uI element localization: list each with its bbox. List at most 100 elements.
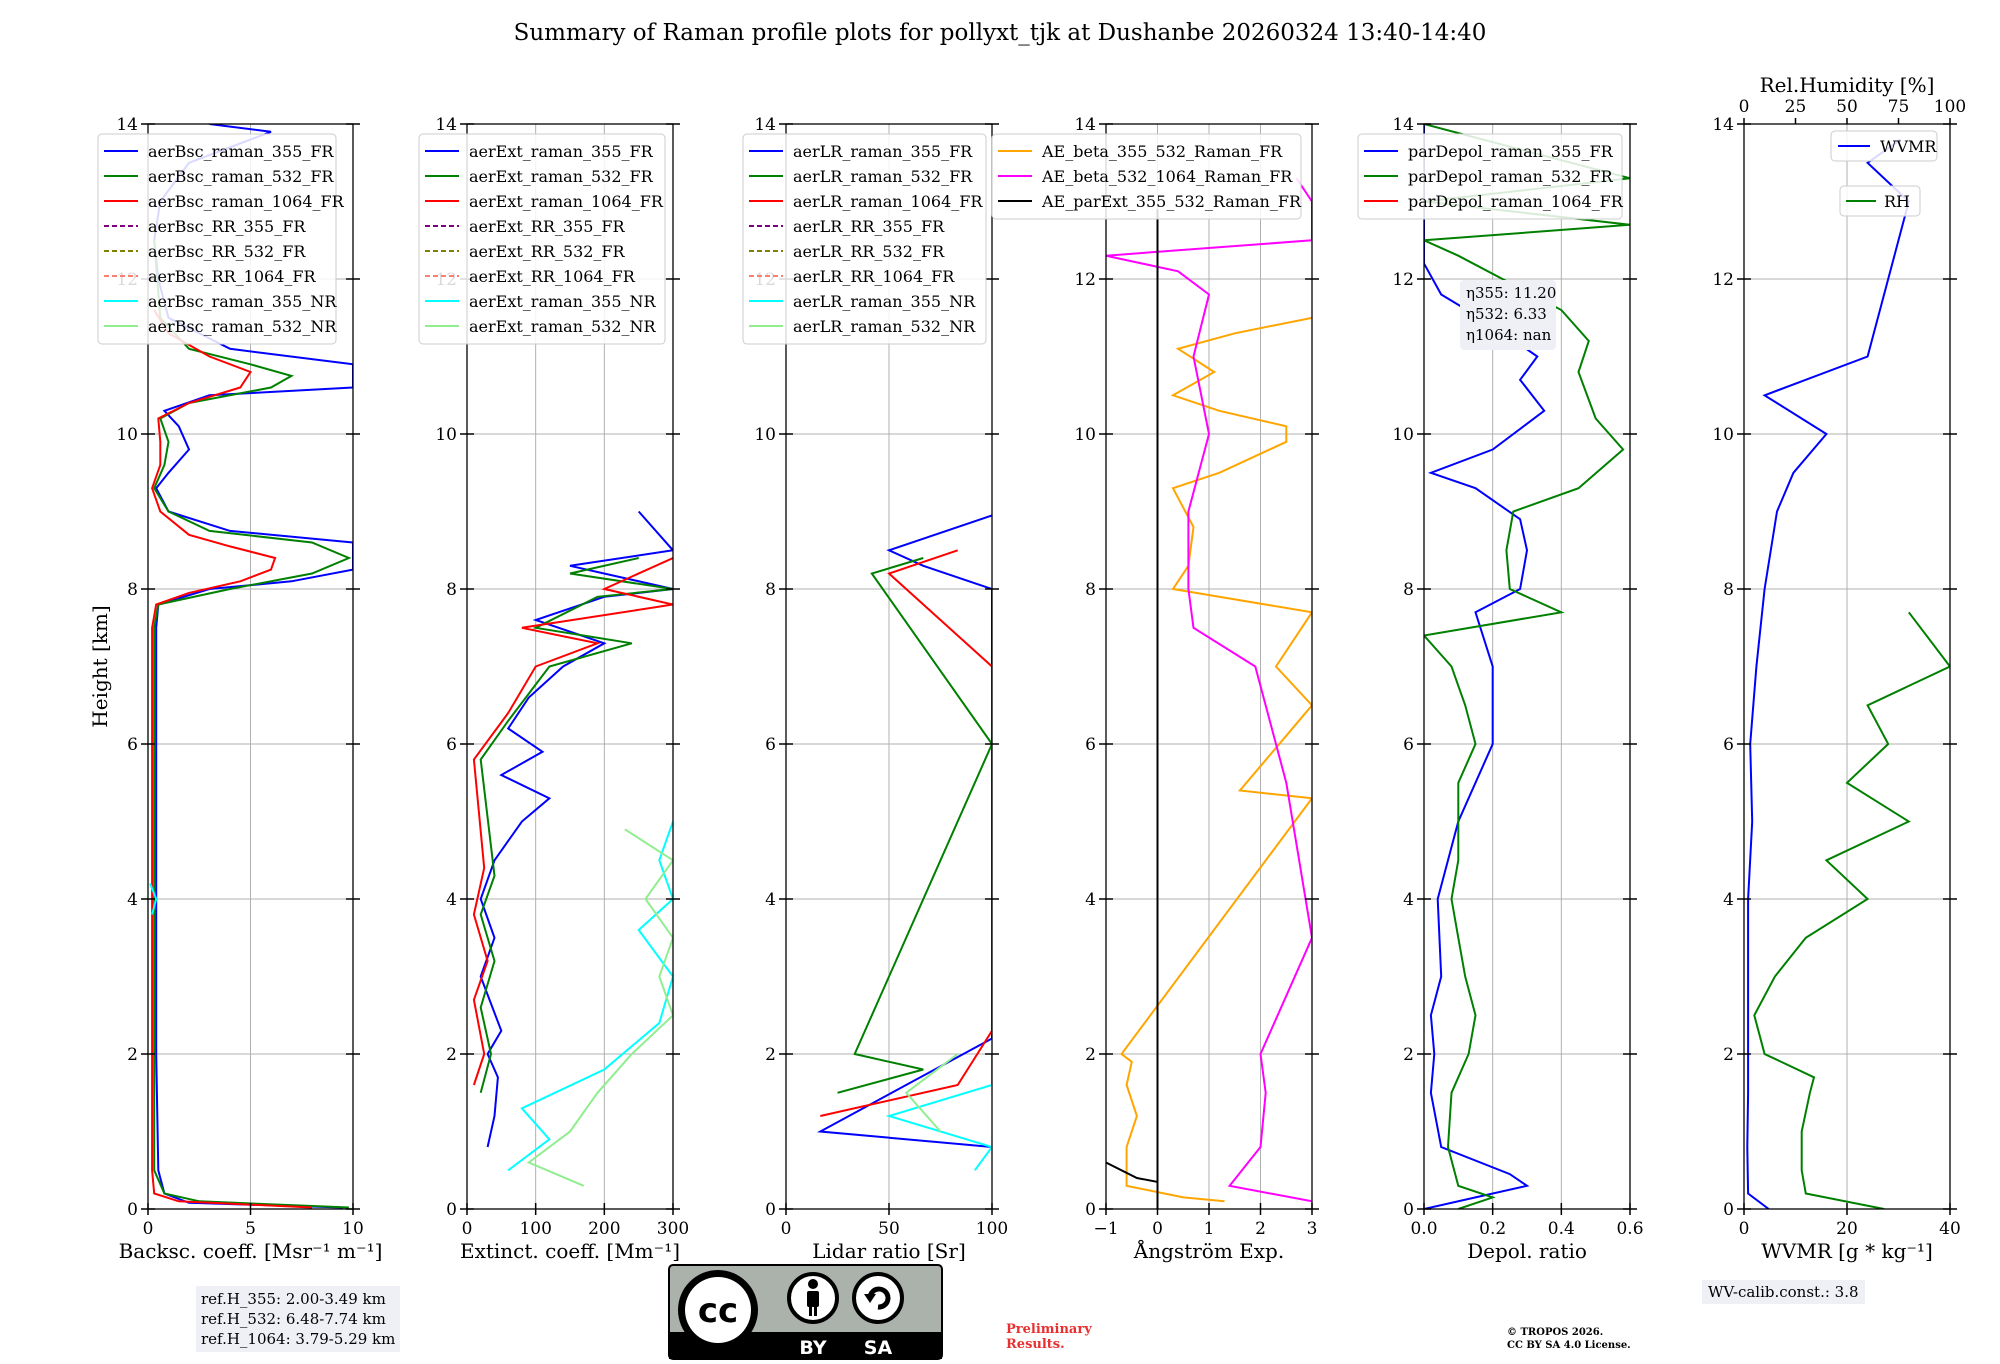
- series-RH: [1753, 611, 1950, 1209]
- legend-label: parDepol_raman_1064_FR: [1408, 192, 1624, 211]
- y-tick-label: 2: [1403, 1045, 1414, 1065]
- legend-label: aerBsc_raman_355_NR: [148, 292, 337, 311]
- x-tick-label: 200: [588, 1219, 620, 1239]
- y-tick-label: 0: [1403, 1200, 1414, 1220]
- x-axis-label: WVMR [g * kg⁻¹]: [1761, 1239, 1933, 1263]
- y-tick-label: 6: [1723, 735, 1734, 755]
- x-tick-label: 300: [657, 1219, 689, 1239]
- series-aerLR_raman_355_NR: [885, 1054, 992, 1171]
- y-tick-label: 6: [765, 735, 776, 755]
- preliminary-results-note: Preliminary Results.: [1006, 1322, 1116, 1352]
- top-x-axis-label: Rel.Humidity [%]: [1760, 73, 1935, 97]
- y-tick-label: 2: [446, 1045, 457, 1065]
- x-tick-label: 0.4: [1548, 1219, 1575, 1239]
- y-tick-label: 0: [127, 1200, 138, 1220]
- plot-bsc: 024681012140510Backsc. coeff. [Msr⁻¹ m⁻¹…: [88, 115, 382, 1263]
- legend-label: aerLR_raman_355_NR: [793, 292, 976, 311]
- x-tick-label: 0: [143, 1219, 154, 1239]
- ref-height-1064: ref.H_1064: 3.79-5.29 km: [201, 1330, 396, 1348]
- y-tick-label: 6: [446, 735, 457, 755]
- annotation-line: η1064: nan: [1466, 326, 1552, 344]
- legend-wv: WVMR RH: [1830, 130, 1938, 217]
- ref-heights-box: ref.H_355: 2.00-3.49 km ref.H_532: 6.48-…: [196, 1286, 401, 1352]
- legend-label: aerLR_raman_532_FR: [793, 167, 973, 186]
- legend-label: aerExt_raman_532_NR: [469, 317, 657, 336]
- series-aerBsc_raman_1064_FR: [151, 309, 313, 1209]
- copyright-line-1: © TROPOS 2026.: [1507, 1327, 1604, 1338]
- plot-lr: 02468101214050100Lidar ratio [Sr]aerLR_r…: [742, 115, 1008, 1263]
- y-tick-label: 0: [765, 1200, 776, 1220]
- legend-label: AE_parExt_355_532_Raman_FR: [1041, 192, 1302, 211]
- y-tick-label: 4: [1403, 890, 1414, 910]
- ref-height-355: ref.H_355: 2.00-3.49 km: [201, 1290, 386, 1308]
- legend-ext: aerExt_raman_355_FR aerExt_raman_532_FRae…: [418, 133, 666, 345]
- legend-label: aerLR_raman_1064_FR: [793, 192, 983, 211]
- legend-label: aerExt_RR_532_FR: [469, 242, 626, 261]
- preliminary-line-2: Results.: [1006, 1337, 1065, 1352]
- top-x-tick-label: 75: [1888, 97, 1910, 117]
- y-tick-label: 10: [116, 425, 138, 445]
- x-tick-label: 3: [1307, 1219, 1318, 1239]
- series-parDepol_raman_532_FR: [1424, 124, 1630, 1209]
- cc-license-badge[interactable]: cc BY SA: [668, 1264, 943, 1360]
- x-tick-label: 50: [878, 1219, 900, 1239]
- legend-bsc: aerBsc_raman_355_FR aerBsc_raman_532_FRae…: [97, 133, 345, 345]
- y-tick-label: 4: [1085, 890, 1096, 910]
- series-aerLR_raman_532_NR: [904, 1053, 959, 1133]
- legend-label: parDepol_raman_532_FR: [1408, 167, 1614, 186]
- person-icon: [787, 1272, 839, 1324]
- annotation-box: [1460, 280, 1556, 350]
- legend-label: WVMR: [1880, 137, 1937, 156]
- legend-label: parDepol_raman_355_FR: [1408, 142, 1614, 161]
- y-tick-label: 2: [1085, 1045, 1096, 1065]
- top-x-tick-label: 0: [1739, 97, 1750, 117]
- series-AE_beta_355_532_Raman_FR: [1120, 316, 1312, 1203]
- cc-logo-text: cc: [698, 1291, 738, 1331]
- x-tick-label: 100: [976, 1219, 1008, 1239]
- y-tick-label: 6: [127, 735, 138, 755]
- legend-label: aerBsc_raman_355_FR: [148, 142, 334, 161]
- y-tick-label: 8: [1403, 580, 1414, 600]
- legend-label: AE_beta_355_532_Raman_FR: [1041, 142, 1283, 161]
- x-axis-label: Backsc. coeff. [Msr⁻¹ m⁻¹]: [119, 1239, 383, 1263]
- x-tick-label: 0.2: [1479, 1219, 1506, 1239]
- x-tick-label: 40: [1939, 1219, 1961, 1239]
- legend-lr: aerLR_raman_355_FR aerLR_raman_532_FR aerL…: [742, 133, 987, 345]
- y-tick-label: 14: [754, 115, 776, 135]
- annotation-line: η532: 6.33: [1466, 305, 1547, 323]
- share-alike-icon: [852, 1272, 904, 1324]
- series-parDepol_raman_355_FR: [1424, 124, 1546, 1209]
- y-tick-label: 10: [435, 425, 457, 445]
- x-tick-label: 5: [245, 1219, 256, 1239]
- legend-label: aerExt_raman_1064_FR: [469, 192, 664, 211]
- y-tick-label: 8: [765, 580, 776, 600]
- y-tick-label: 2: [765, 1045, 776, 1065]
- legend-box: [742, 133, 987, 345]
- series-aerLR_raman_532_FR: [837, 557, 992, 1094]
- axes-frame: [466, 123, 674, 1210]
- y-tick-label: 0: [446, 1200, 457, 1220]
- series-AE_parExt_355_532_Raman_FR: [1106, 209, 1159, 1209]
- y-tick-label: 4: [765, 890, 776, 910]
- x-tick-label: 0: [1739, 1219, 1750, 1239]
- x-tick-label: 2: [1255, 1219, 1266, 1239]
- y-tick-label: 12: [1392, 270, 1414, 290]
- y-tick-label: 14: [1392, 115, 1414, 135]
- y-axis-label: Height [km]: [88, 605, 112, 727]
- y-tick-label: 6: [1085, 735, 1096, 755]
- legend-label: aerBsc_raman_532_NR: [148, 317, 337, 336]
- series-aerBsc_raman_355_NR: [149, 883, 158, 915]
- x-tick-label: 0.0: [1410, 1219, 1437, 1239]
- axes-frame: [1423, 123, 1631, 1210]
- legend-label: aerBsc_raman_1064_FR: [148, 192, 345, 211]
- x-tick-label: −1: [1093, 1219, 1118, 1239]
- series-aerExt_raman_1064_FR: [472, 557, 673, 1086]
- series-aerExt_raman_532_NR: [526, 828, 673, 1187]
- legend-label: aerExt_RR_1064_FR: [469, 267, 636, 286]
- license-sa-label: SA: [864, 1337, 893, 1359]
- x-tick-label: 10: [342, 1219, 364, 1239]
- y-tick-label: 0: [1723, 1200, 1734, 1220]
- legend-ae: AE_beta_355_532_Raman_FR AE_beta_532_1064…: [991, 133, 1302, 220]
